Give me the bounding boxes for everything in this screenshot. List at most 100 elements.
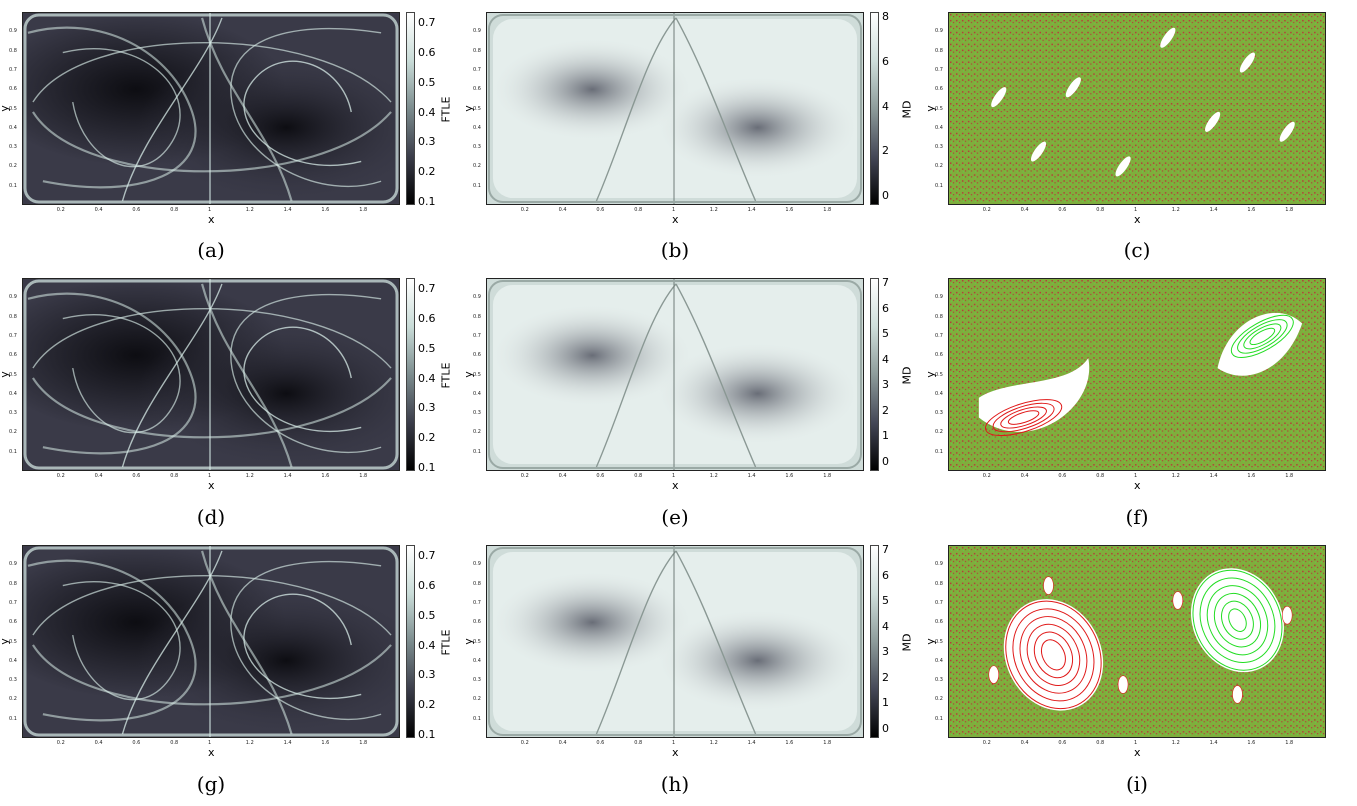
y-tick: 0.4 xyxy=(9,657,17,664)
x-tick: 0.6 xyxy=(132,740,141,746)
x-tick: 0.4 xyxy=(1020,740,1029,746)
caption-e: (e) xyxy=(661,505,689,529)
x-tick: 1.8 xyxy=(823,207,832,213)
plot-area-f xyxy=(948,278,1326,471)
x-tick: 1.2 xyxy=(709,207,718,213)
y-tick: 0.6 xyxy=(935,352,943,359)
colorbar-tick: 0.6 xyxy=(418,311,436,325)
x-axis-label: x xyxy=(672,746,679,759)
x-tick: 1 xyxy=(672,473,676,479)
ftle-ridge xyxy=(32,377,392,439)
x-tick: 1.6 xyxy=(1247,740,1256,746)
x-tick: 0.6 xyxy=(132,207,141,213)
x-tick: 1.2 xyxy=(245,740,254,746)
x-tick: 1.8 xyxy=(359,740,368,746)
island xyxy=(991,87,1007,108)
island xyxy=(1205,111,1221,132)
ftle-ridge xyxy=(121,550,223,735)
x-tick: 1.6 xyxy=(321,473,330,479)
y-tick: 0.5 xyxy=(9,638,17,645)
x-tick: 1.4 xyxy=(1209,473,1218,479)
colorbar-tick: 6 xyxy=(882,54,889,68)
y-tick: 0.6 xyxy=(935,619,943,626)
md-boundary xyxy=(675,17,757,202)
y-tick: 0.3 xyxy=(473,144,481,151)
md-boundary xyxy=(595,17,677,202)
x-tick: 0.6 xyxy=(1058,740,1067,746)
y-tick: 0.7 xyxy=(9,599,17,606)
colorbar-tick: 2 xyxy=(882,144,889,158)
x-axis-label: x xyxy=(1134,746,1141,759)
x-axis-label: x xyxy=(1134,479,1141,492)
ftle-ridge xyxy=(32,644,392,706)
y-tick: 0.8 xyxy=(9,47,17,54)
y-tick: 0.3 xyxy=(9,677,17,684)
y-tick: 0.2 xyxy=(473,163,481,170)
island xyxy=(1117,675,1129,694)
y-tick: 0.5 xyxy=(473,371,481,378)
ftle-ridge xyxy=(230,560,382,720)
y-tick: 0.7 xyxy=(473,66,481,73)
x-tick: 0.8 xyxy=(1096,207,1105,213)
x-tick: 1.2 xyxy=(245,207,254,213)
y-tick: 0.8 xyxy=(473,580,481,587)
y-tick: 0.3 xyxy=(473,410,481,417)
colorbar-tick: 0.2 xyxy=(418,431,436,445)
y-tick: 0.6 xyxy=(473,619,481,626)
y-tick: 0.7 xyxy=(473,599,481,606)
colorbar-label: MD xyxy=(900,100,914,118)
x-tick: 1.2 xyxy=(709,740,718,746)
colorbar-tick: 7 xyxy=(882,276,889,289)
y-tick: 0.9 xyxy=(9,28,17,35)
colorbar-tick: 2 xyxy=(882,403,889,417)
x-tick: 1.4 xyxy=(1209,740,1218,746)
colorbar-b xyxy=(870,12,879,205)
y-tick: 0.4 xyxy=(473,657,481,664)
ftle-ridge xyxy=(62,580,181,701)
y-axis-label: y xyxy=(461,370,475,378)
y-tick: 0.2 xyxy=(935,696,943,703)
y-tick: 0.9 xyxy=(473,28,481,35)
colorbar-tick: 0.7 xyxy=(418,549,436,562)
ftle-ridge xyxy=(121,283,223,468)
ftle-ridge xyxy=(32,308,392,369)
y-tick: 0.1 xyxy=(935,182,943,189)
ftle-ridge xyxy=(230,27,382,187)
x-tick: 1.4 xyxy=(747,473,756,479)
x-tick: 1.8 xyxy=(1285,207,1294,213)
caption-f: (f) xyxy=(1125,505,1149,529)
colorbar-tick: 0 xyxy=(882,455,889,468)
colorbar-tick: 0.3 xyxy=(418,135,436,149)
x-tick: 0.4 xyxy=(94,207,103,213)
x-tick: 0.2 xyxy=(982,473,991,479)
x-tick: 0.6 xyxy=(596,740,605,746)
md-boundary xyxy=(675,550,757,735)
colorbar-tick: 6 xyxy=(882,568,889,582)
x-tick: 1.6 xyxy=(1247,207,1256,213)
x-tick: 0.4 xyxy=(94,740,103,746)
y-tick: 0.8 xyxy=(9,580,17,587)
y-tick: 0.8 xyxy=(9,313,17,320)
ftle-ridge xyxy=(32,575,392,636)
y-tick: 0.1 xyxy=(473,182,481,189)
colorbar-d xyxy=(406,278,415,471)
island-red-orbit xyxy=(992,402,1055,433)
y-tick: 0.3 xyxy=(9,410,17,417)
island xyxy=(1065,77,1081,98)
colorbar-label: FTLE xyxy=(439,96,453,122)
x-tick: 0.2 xyxy=(56,473,65,479)
y-tick: 0.5 xyxy=(935,371,943,378)
y-tick: 0.3 xyxy=(935,144,943,151)
plot-area-e xyxy=(486,278,864,471)
caption-g: (g) xyxy=(196,772,226,796)
y-tick: 0.9 xyxy=(935,28,943,35)
y-tick: 0.4 xyxy=(935,124,943,131)
island-red-orbit xyxy=(1019,616,1088,694)
x-tick: 1.6 xyxy=(321,740,330,746)
x-tick: 1.2 xyxy=(245,473,254,479)
colorbar-tick: 0.2 xyxy=(418,698,436,712)
x-tick: 1 xyxy=(1134,473,1138,479)
ftle-ridge xyxy=(121,17,223,202)
x-tick: 1.6 xyxy=(1247,473,1256,479)
colorbar-tick: 0.5 xyxy=(418,75,436,89)
